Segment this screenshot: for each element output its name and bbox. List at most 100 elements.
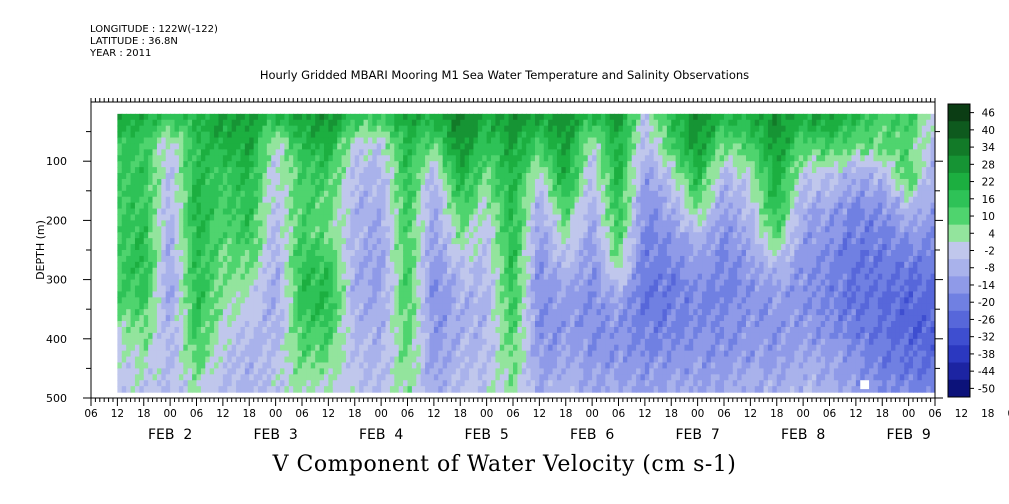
heatmap-cell bbox=[284, 190, 290, 198]
heatmap-cell bbox=[455, 155, 461, 162]
heatmap-cell bbox=[473, 202, 479, 210]
heatmap-cell bbox=[429, 261, 435, 269]
heatmap-cell bbox=[288, 113, 294, 121]
heatmap-cell bbox=[165, 291, 171, 298]
heatmap-cell bbox=[192, 238, 198, 245]
heatmap-cell bbox=[420, 350, 426, 358]
heatmap-cell bbox=[280, 303, 286, 310]
heatmap-cell bbox=[227, 332, 233, 340]
heatmap-cell bbox=[543, 220, 549, 227]
heatmap-cell bbox=[209, 137, 215, 145]
heatmap-cell bbox=[451, 244, 457, 251]
heatmap-cell bbox=[134, 350, 140, 358]
heatmap-cell bbox=[284, 309, 290, 316]
heatmap-cell bbox=[258, 250, 264, 257]
heatmap-cell bbox=[200, 155, 206, 162]
heatmap-cell bbox=[394, 250, 400, 257]
heatmap-cell bbox=[552, 238, 558, 245]
heatmap-cell bbox=[288, 214, 294, 221]
heatmap-cell bbox=[499, 208, 505, 216]
heatmap-cell bbox=[126, 155, 132, 162]
heatmap-cell bbox=[236, 273, 242, 281]
heatmap-cell bbox=[372, 303, 378, 310]
heatmap-cell bbox=[134, 303, 140, 310]
heatmap-cell bbox=[350, 125, 356, 133]
heatmap-cell bbox=[306, 315, 312, 322]
heatmap-cell bbox=[323, 137, 329, 145]
heatmap-cell bbox=[236, 279, 242, 287]
heatmap-cell bbox=[556, 380, 562, 387]
heatmap-cell bbox=[288, 226, 294, 233]
heatmap-cell bbox=[192, 119, 198, 127]
heatmap-cell bbox=[315, 344, 321, 352]
heatmap-cell bbox=[266, 173, 272, 180]
heatmap-cell bbox=[460, 143, 466, 150]
heatmap-cell bbox=[156, 196, 162, 204]
heatmap-cell bbox=[187, 380, 193, 387]
heatmap-cell bbox=[376, 202, 382, 210]
heatmap-cell bbox=[156, 238, 162, 245]
heatmap-cell bbox=[464, 244, 470, 251]
heatmap-cell bbox=[548, 350, 554, 358]
heatmap-cell bbox=[556, 267, 562, 275]
heatmap-cell bbox=[499, 232, 505, 239]
heatmap-cell bbox=[389, 131, 395, 139]
heatmap-cell bbox=[398, 267, 404, 275]
heatmap-cell bbox=[486, 315, 492, 322]
heatmap-cell bbox=[354, 184, 360, 192]
heatmap-cell bbox=[117, 267, 123, 275]
heatmap-cell bbox=[578, 143, 584, 150]
heatmap-cell bbox=[416, 196, 422, 204]
heatmap-cell bbox=[486, 244, 492, 251]
heatmap-cell bbox=[134, 208, 140, 216]
heatmap-cell bbox=[258, 309, 264, 316]
heatmap-cell bbox=[196, 119, 202, 127]
heatmap-cell bbox=[121, 362, 127, 369]
heatmap-cell bbox=[183, 374, 189, 381]
heatmap-cell bbox=[367, 344, 373, 352]
heatmap-cell bbox=[174, 220, 180, 227]
heatmap-cell bbox=[543, 321, 549, 328]
heatmap-cell bbox=[288, 238, 294, 245]
heatmap-cell bbox=[513, 344, 518, 352]
heatmap-cell bbox=[271, 119, 277, 127]
heatmap-cell bbox=[552, 267, 558, 275]
heatmap-cell bbox=[262, 297, 268, 304]
heatmap-cell bbox=[258, 356, 264, 364]
heatmap-cell bbox=[170, 297, 176, 304]
heatmap-cell bbox=[447, 368, 453, 375]
heatmap-cell bbox=[526, 291, 532, 298]
heatmap-cell bbox=[530, 173, 536, 180]
heatmap-cell bbox=[455, 220, 461, 227]
heatmap-cell bbox=[315, 196, 321, 204]
heatmap-cell bbox=[376, 368, 382, 375]
heatmap-cell bbox=[231, 321, 237, 328]
heatmap-cell bbox=[482, 338, 488, 346]
heatmap-cell bbox=[539, 332, 545, 340]
heatmap-cell bbox=[306, 350, 312, 358]
heatmap-cell bbox=[148, 285, 154, 293]
heatmap-cell bbox=[578, 380, 584, 387]
heatmap-cell bbox=[297, 321, 303, 328]
heatmap-cell bbox=[258, 226, 264, 233]
heatmap-cell bbox=[130, 386, 136, 393]
heatmap-cell bbox=[244, 250, 250, 257]
heatmap-cell bbox=[367, 356, 373, 364]
heatmap-cell bbox=[134, 119, 140, 127]
heatmap-cell bbox=[227, 202, 233, 210]
heatmap-cell bbox=[332, 332, 338, 340]
heatmap-cell bbox=[543, 374, 549, 381]
heatmap-cell bbox=[381, 362, 387, 369]
heatmap-cell bbox=[473, 196, 479, 204]
heatmap-cell bbox=[310, 131, 316, 139]
heatmap-cell bbox=[394, 220, 400, 227]
heatmap-cell bbox=[253, 143, 259, 150]
heatmap-cell bbox=[491, 344, 497, 352]
heatmap-cell bbox=[561, 208, 567, 216]
heatmap-cell bbox=[240, 309, 246, 316]
heatmap-cell bbox=[293, 196, 299, 204]
heatmap-cell bbox=[341, 226, 347, 233]
heatmap-cell bbox=[556, 285, 562, 293]
heatmap-cell bbox=[482, 255, 488, 263]
heatmap-cell bbox=[126, 149, 132, 156]
